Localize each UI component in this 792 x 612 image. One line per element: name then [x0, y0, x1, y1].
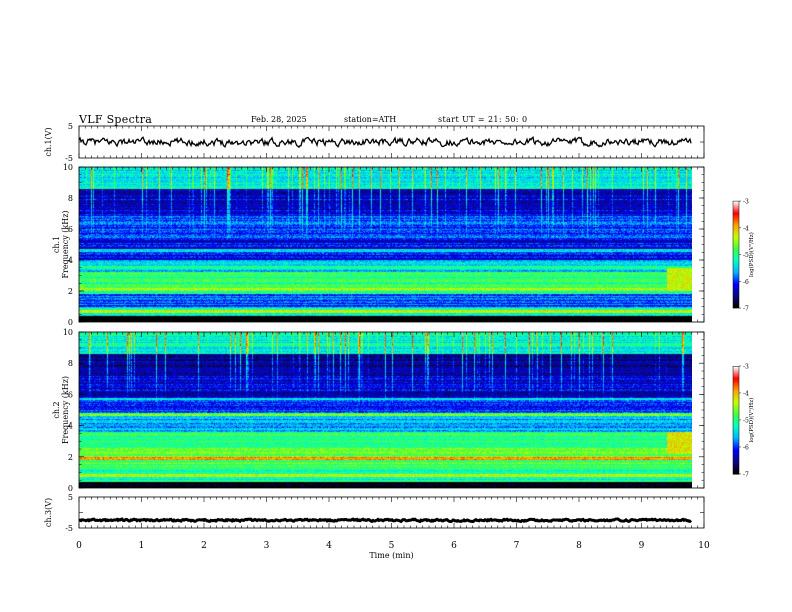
ch1-colorbar-tick-label: -3	[743, 199, 749, 206]
ch1-spectrogram-ytick-label: 2	[68, 287, 73, 296]
ch2-spectrogram-ytick-label: 2	[68, 453, 73, 462]
ch2-spectrogram-ytick-label: 4	[68, 422, 73, 431]
ch1-colorbar: -3 -4 -5 -6 -7 log(PSD)(V²/Hz)	[732, 199, 755, 313]
ch1-spectrogram-ytick-label: 10	[63, 163, 73, 172]
time-axis: 0 1 2 3 4 5 6 7 8 9 10 Time (min)	[76, 541, 710, 560]
ch1-colorbar-tick-label: -6	[743, 279, 749, 286]
time-tick-label: 1	[139, 541, 145, 551]
ch1-spectrogram-ytick-label: 8	[68, 194, 73, 203]
ch2-colorbar: -3 -4 -5 -6 -7 log(PSD)(V²/Hz)	[732, 363, 755, 478]
ch1-colorbar-tick-label: -5	[743, 252, 749, 259]
ch2-colorbar-tick-label: -7	[743, 471, 749, 478]
ch2-spectrogram-ytick-label: 6	[68, 390, 73, 399]
ch1-waveform-ytick-label: -5	[65, 154, 73, 163]
time-tick-label: 0	[76, 541, 82, 551]
ch2-colorbar-image	[733, 366, 739, 475]
ch2-colorbar-tick-label: -5	[743, 417, 749, 424]
ch1-waveform-trace	[78, 135, 692, 149]
time-tick-label: 4	[326, 541, 332, 551]
ch1-spectrogram-panel: 0 2 4 6 8 10 ch.1 Frequency (kHz)	[52, 163, 705, 327]
ch1-spectrogram-image	[79, 167, 692, 322]
ch1-waveform-panel: 5 -5 ch.1(V)	[44, 122, 705, 163]
ch3-waveform-panel: 5 -5 ch.3(V)	[44, 493, 705, 533]
ch2-spectrogram-image	[79, 332, 692, 488]
ch1-spectrogram-ytick-label: 4	[68, 256, 73, 265]
start-time-label: start UT = 21: 50: 0	[438, 115, 528, 124]
ch2-colorbar-frame	[732, 366, 740, 475]
ch1-waveform-ylabel: ch.1(V)	[44, 127, 53, 156]
ch2-spectrogram-ytick-label: 8	[68, 359, 73, 368]
ch2-spectrogram-ytick-label: 0	[68, 484, 73, 493]
ch2-colorbar-label: log(PSD)(V²/Hz)	[748, 398, 755, 443]
ch2-colorbar-tick-label: -3	[743, 363, 749, 370]
time-axis-label: Time (min)	[369, 551, 413, 560]
station-label: station=ATH	[344, 115, 397, 124]
ch1-colorbar-tick-label: -4	[743, 225, 749, 232]
ch2-colorbar-tick-label: -6	[743, 444, 749, 451]
date-label: Feb. 28, 2025	[251, 115, 307, 124]
ch1-colorbar-tick-label: -7	[743, 306, 749, 313]
ch1-spectrogram-ylabel-channel: ch.1	[52, 236, 61, 253]
ch2-spectrogram-ytick-label: 10	[63, 328, 73, 337]
time-tick-label: 8	[576, 541, 582, 551]
ch2-spectrogram-ylabel-channel: ch.2	[52, 401, 61, 418]
ch3-waveform-ytick-label: -5	[65, 524, 73, 533]
ch2-colorbar-tick-label: -4	[743, 390, 749, 397]
time-tick-label: 10	[698, 541, 710, 551]
time-tick-label: 2	[201, 541, 207, 551]
ch1-spectrogram-ytick-label: 0	[68, 318, 73, 327]
ch3-waveform-trace	[78, 517, 693, 524]
ch3-waveform-ylabel: ch.3(V)	[44, 498, 53, 527]
ch1-spectrogram-ylabel-frequency: Frequency (kHz)	[61, 210, 70, 278]
chart-title: VLF Spectra	[79, 113, 153, 126]
ch3-waveform-ytick-label: 5	[68, 493, 73, 502]
time-tick-label: 6	[451, 541, 457, 551]
time-tick-label: 3	[264, 541, 270, 551]
ch1-waveform-ytick-label: 5	[68, 122, 73, 131]
time-tick-label: 7	[514, 541, 520, 551]
ch2-spectrogram-panel: 0 2 4 6 8 10 ch.2 Frequency (kHz)	[52, 328, 705, 493]
ch2-spectrogram-ylabel-frequency: Frequency (kHz)	[61, 376, 70, 444]
time-tick-label: 5	[389, 541, 395, 551]
ch1-spectrogram-ytick-label: 6	[68, 225, 73, 234]
ch1-colorbar-image	[733, 201, 739, 309]
time-tick-label: 9	[639, 541, 645, 551]
ch1-colorbar-label: log(PSD)(V²/Hz)	[748, 232, 755, 277]
